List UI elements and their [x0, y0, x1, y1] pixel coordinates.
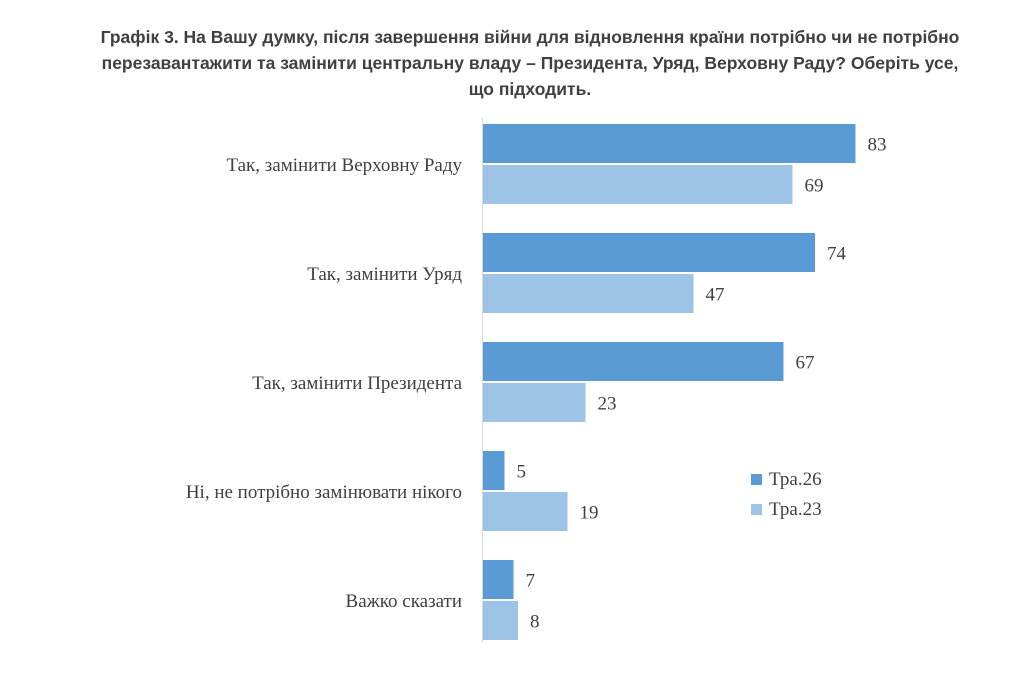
bar-series-2: [482, 165, 793, 204]
value-label: 7: [526, 571, 536, 592]
value-label: 47: [706, 285, 725, 306]
value-label: 83: [868, 135, 887, 156]
bar-series-2: [482, 274, 694, 313]
bar-series-1: [482, 451, 505, 490]
bar-series-1: [482, 560, 514, 599]
legend-swatch: [751, 504, 762, 515]
bar-series-1: [482, 233, 815, 272]
legend-label: Тра.26: [769, 469, 822, 490]
value-label: 74: [827, 244, 847, 265]
legend-label: Тра.23: [769, 499, 822, 520]
category-label: Так, замінити Верховну Раду: [226, 155, 462, 176]
category-label: Ні, не потрібно замінювати нікого: [186, 482, 462, 503]
category-label: Так, замінити Президента: [252, 373, 462, 394]
category-label: Важко сказати: [346, 591, 462, 612]
value-label: 67: [796, 353, 815, 374]
value-label: 23: [598, 394, 617, 415]
category-label: Так, замінити Уряд: [307, 264, 462, 285]
value-label: 19: [580, 503, 599, 524]
bar-series-2: [482, 601, 518, 640]
bar-series-1: [482, 342, 784, 381]
value-label: 5: [517, 462, 527, 483]
bar-series-2: [482, 383, 586, 422]
value-label: 69: [805, 176, 824, 197]
value-label: 8: [530, 612, 540, 633]
legend-swatch: [751, 474, 762, 485]
bar-series-2: [482, 492, 568, 531]
bar-series-1: [482, 124, 856, 163]
